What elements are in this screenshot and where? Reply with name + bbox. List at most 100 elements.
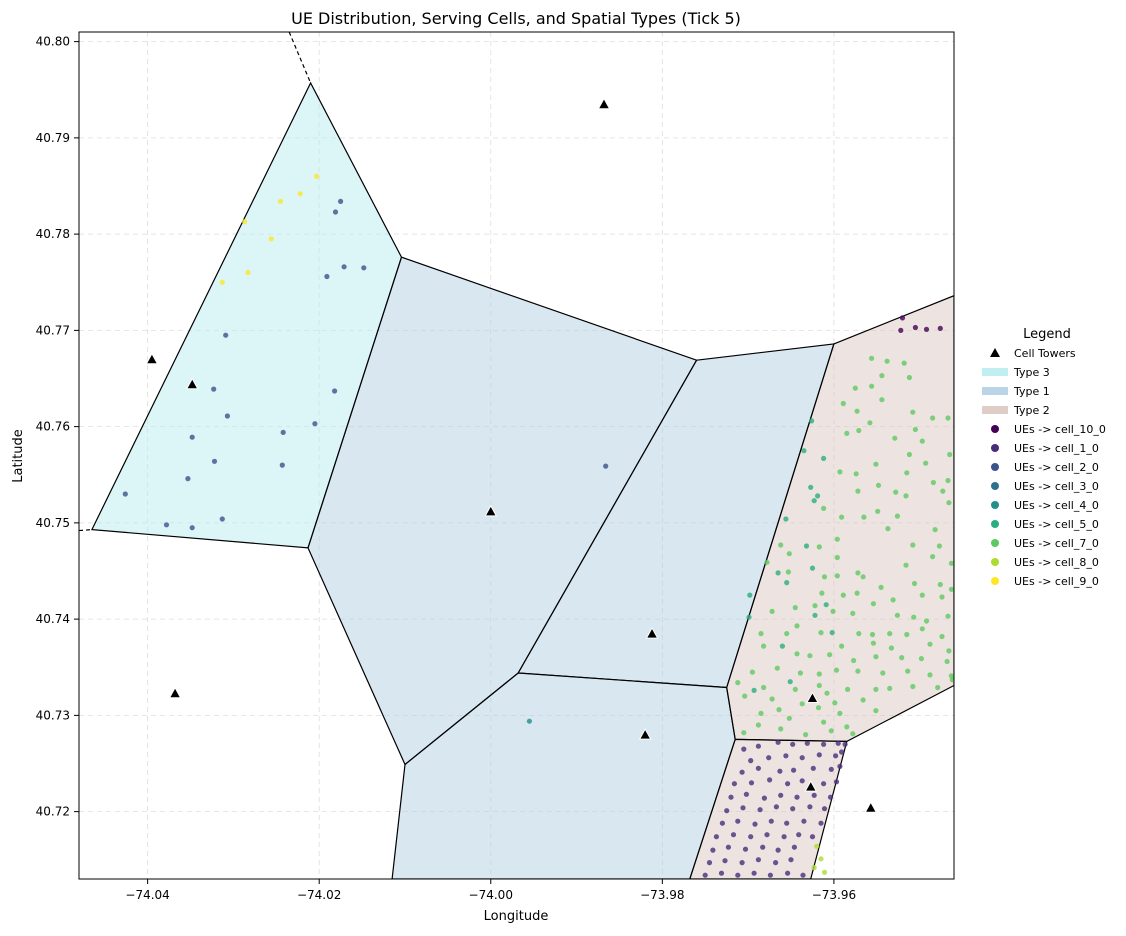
legend-marker-type-1 bbox=[982, 387, 1008, 395]
ue-point bbox=[947, 451, 953, 458]
ue-point bbox=[893, 489, 899, 495]
ue-point bbox=[839, 514, 845, 520]
series-ues-cell-1-0 bbox=[702, 739, 848, 878]
ue-point bbox=[833, 779, 840, 785]
ue-point bbox=[731, 781, 738, 787]
ue-point bbox=[794, 623, 800, 629]
ue-point bbox=[880, 670, 886, 676]
legend-marker-ues-cell-8-0 bbox=[991, 558, 999, 566]
ue-point bbox=[245, 270, 251, 276]
ue-point bbox=[832, 700, 838, 706]
legend-marker-ues-cell-4-0 bbox=[991, 501, 999, 509]
x-axis-ticks: −74.04 −74.02 −74.00 −73.98 −73.96 bbox=[125, 879, 856, 902]
ue-point bbox=[911, 580, 918, 587]
y-tick-label: 40.72 bbox=[36, 805, 70, 819]
legend-marker-ues-cell-2-0 bbox=[991, 463, 999, 471]
ue-point bbox=[794, 651, 800, 657]
legend-label-type-3: Type 3 bbox=[1013, 366, 1050, 379]
ue-point bbox=[852, 385, 858, 391]
ue-point bbox=[722, 858, 728, 864]
ue-point bbox=[224, 413, 230, 419]
ue-point bbox=[828, 728, 834, 734]
ue-point bbox=[603, 463, 609, 469]
ue-point bbox=[815, 705, 822, 711]
ue-point bbox=[768, 818, 774, 824]
cell-tower-marker bbox=[645, 627, 659, 639]
ue-point bbox=[910, 409, 916, 415]
ue-point bbox=[312, 421, 318, 427]
ue-point bbox=[923, 460, 929, 466]
x-tick-label: −74.04 bbox=[125, 888, 169, 902]
ue-point bbox=[939, 633, 945, 640]
ue-point bbox=[906, 374, 913, 381]
x-tick-label: −73.96 bbox=[812, 888, 856, 902]
cell-tower-marker bbox=[185, 377, 199, 390]
ue-point bbox=[783, 753, 789, 759]
ue-point bbox=[830, 608, 836, 615]
ue-point bbox=[870, 640, 877, 646]
ue-point bbox=[824, 690, 830, 696]
ue-point bbox=[853, 471, 859, 477]
y-tick-label: 40.80 bbox=[36, 35, 70, 49]
ue-point bbox=[821, 719, 827, 725]
ue-point bbox=[885, 526, 891, 532]
ue-point bbox=[778, 726, 784, 732]
legend-marker-type-2 bbox=[982, 406, 1008, 414]
ue-point bbox=[773, 804, 780, 810]
y-tick-label: 40.76 bbox=[36, 420, 70, 434]
ue-point bbox=[944, 658, 950, 665]
ue-point bbox=[888, 645, 895, 651]
ue-point bbox=[801, 448, 807, 454]
ue-point bbox=[932, 527, 938, 533]
cell-tower-marker bbox=[864, 801, 878, 813]
ue-point bbox=[809, 834, 816, 840]
ue-point bbox=[764, 832, 770, 838]
ue-point bbox=[898, 327, 904, 333]
ue-point bbox=[892, 435, 898, 441]
y-axis-ticks: 40.72 40.73 40.74 40.75 40.76 40.77 40.78 40.79… bbox=[36, 35, 79, 819]
ue-point bbox=[875, 482, 882, 488]
ue-point bbox=[890, 597, 896, 603]
ue-point bbox=[816, 752, 822, 758]
ue-point bbox=[752, 821, 758, 827]
ue-point bbox=[919, 626, 925, 632]
ue-point bbox=[937, 325, 943, 331]
ue-point bbox=[879, 373, 885, 379]
legend-label-ues-cell-9-0: UEs -> cell_9_0 bbox=[1014, 575, 1099, 588]
ue-point bbox=[837, 469, 843, 475]
ue-point bbox=[779, 643, 786, 649]
ue-point bbox=[949, 677, 954, 683]
ue-point bbox=[855, 488, 861, 494]
ue-point bbox=[927, 641, 933, 647]
cell-tower-marker bbox=[804, 780, 818, 792]
cell-tower-marker bbox=[145, 352, 159, 365]
ue-point bbox=[719, 820, 726, 826]
ue-point bbox=[940, 488, 946, 494]
ue-point bbox=[894, 612, 901, 618]
ue-point bbox=[845, 686, 851, 693]
ue-point bbox=[778, 792, 784, 798]
ue-point bbox=[219, 279, 225, 285]
ue-point bbox=[827, 652, 833, 658]
legend: Legend Cell Towers Type 3 Type 1 Type 2 UEs -… bbox=[982, 327, 1106, 588]
ue-point bbox=[280, 429, 286, 435]
ue-point bbox=[755, 722, 762, 728]
ue-point bbox=[775, 739, 781, 745]
ue-point bbox=[778, 542, 784, 548]
region-type-2 bbox=[689, 738, 848, 879]
legend-label-ues-cell-8-0: UEs -> cell_8_0 bbox=[1014, 556, 1099, 569]
ue-point bbox=[740, 805, 746, 811]
ue-point bbox=[903, 562, 909, 568]
legend-label-ues-cell-4-0: UEs -> cell_4_0 bbox=[1014, 499, 1099, 512]
ue-point bbox=[268, 236, 274, 242]
cell-tower-marker bbox=[168, 686, 182, 699]
ue-point bbox=[812, 612, 818, 618]
ue-point bbox=[741, 746, 747, 752]
ue-point bbox=[786, 551, 792, 557]
ue-point bbox=[936, 543, 943, 549]
ue-point bbox=[821, 455, 827, 461]
ue-point bbox=[948, 560, 954, 566]
ue-point bbox=[818, 630, 824, 636]
